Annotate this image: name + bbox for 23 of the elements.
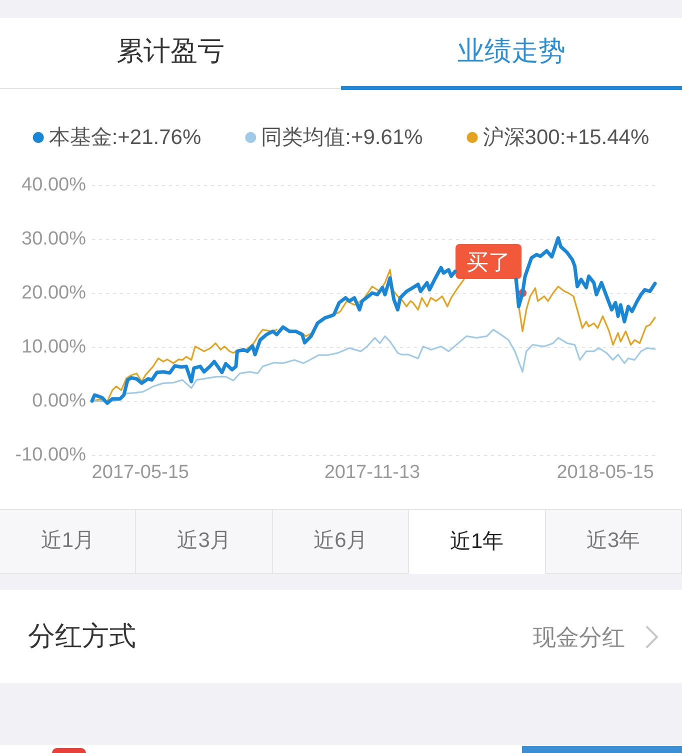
text: 分红方式 — [28, 621, 136, 653]
text: 现金分红 — [533, 624, 625, 650]
text: 累计盈亏 — [116, 36, 224, 68]
button: 近3年 — [546, 509, 682, 574]
x-tick-label: 2018-05-15 — [556, 462, 654, 483]
legend-label: 本基金:+21.76% — [48, 126, 202, 149]
x-tick-label: 2017-05-15 — [92, 462, 190, 483]
x-tick-label: 2017-11-13 — [324, 462, 420, 483]
annotation: 买了 — [466, 250, 511, 274]
button: 近3月 — [136, 509, 273, 574]
y-tick-label: -10.00% — [15, 444, 86, 466]
line-series — [91, 328, 656, 402]
y-tick-label: 10.00% — [22, 336, 86, 358]
y-tick-label: 40.00% — [22, 174, 86, 196]
button: 近1月 — [0, 509, 136, 574]
legend-label: 沪深300:+15.44% — [482, 126, 650, 149]
y-tick-label: 30.00% — [22, 228, 86, 250]
text: 业绩走势 — [458, 36, 566, 68]
y-tick-label: 0.00% — [32, 390, 86, 412]
legend-label: 同类均值:+9.61% — [261, 126, 423, 149]
y-tick-label: 20.00% — [22, 282, 86, 304]
button: 近6月 — [272, 509, 410, 574]
button: 近1年 — [409, 509, 546, 574]
